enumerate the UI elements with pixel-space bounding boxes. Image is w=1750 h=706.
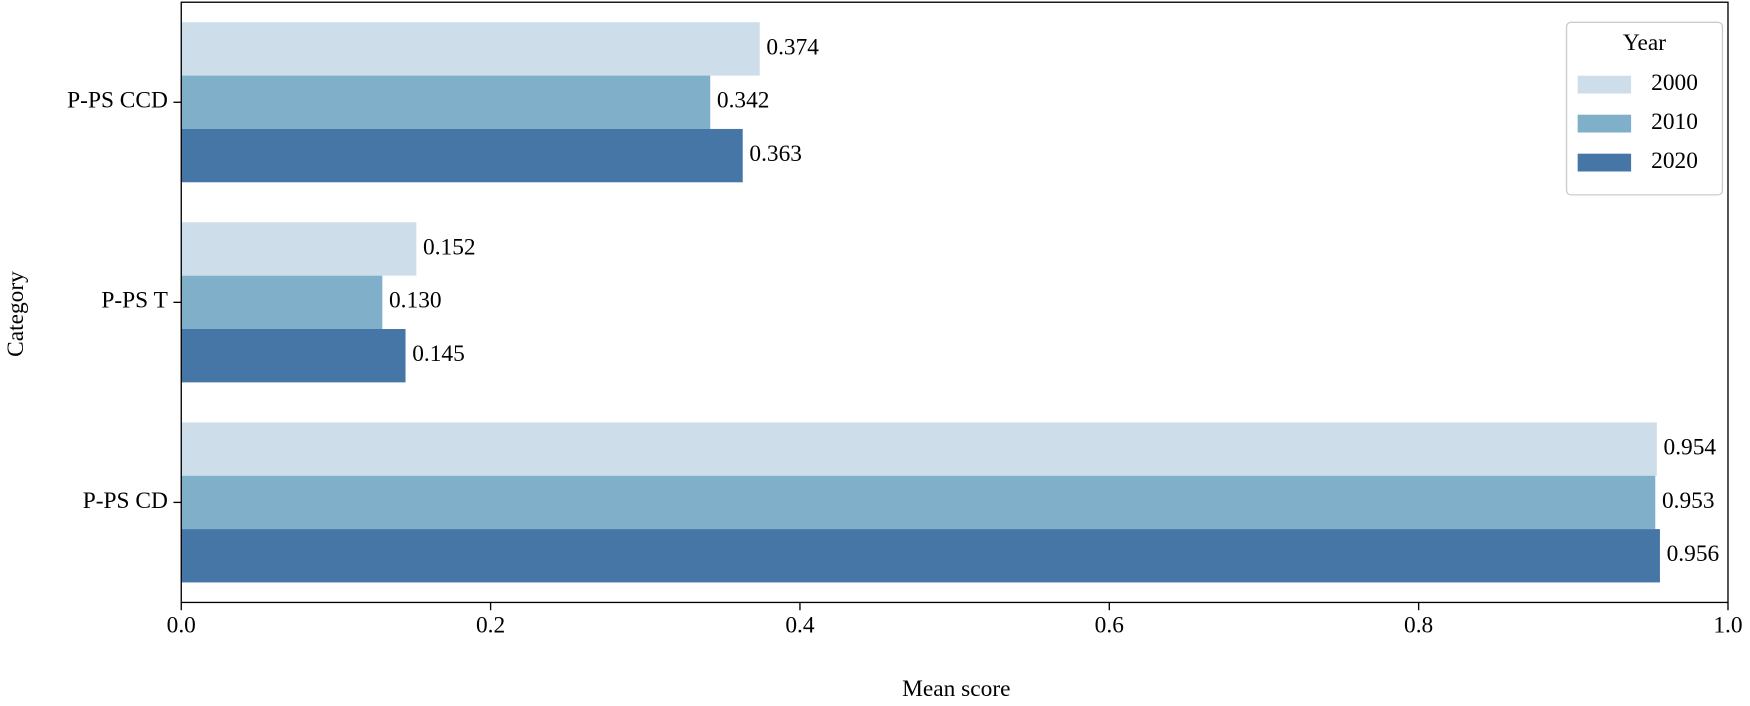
x-tick-label: 0.8 [1404, 612, 1433, 638]
y-tick-label: P-PS CD [83, 488, 168, 514]
x-tick-label: 0.4 [785, 612, 815, 638]
x-axis-label: Mean score [902, 676, 1010, 702]
legend-label: 2000 [1651, 70, 1698, 96]
value-label: 0.342 [717, 88, 770, 114]
plot-frame [180, 1, 1729, 604]
legend-swatch [1577, 153, 1632, 172]
legend-label: 2010 [1651, 109, 1698, 135]
bar [181, 422, 1657, 476]
value-label: 0.953 [1662, 488, 1715, 514]
bar [181, 75, 711, 129]
y-tick-label: P-PS CCD [67, 88, 168, 114]
bar [181, 275, 383, 330]
legend-swatch [1577, 114, 1632, 133]
bar [181, 529, 1660, 583]
legend-title: Year [1623, 30, 1666, 56]
legend-label: 2020 [1651, 148, 1698, 174]
bar [181, 128, 743, 183]
bar [181, 222, 417, 276]
legend-box [1565, 21, 1724, 196]
value-label: 0.363 [749, 141, 802, 167]
bar [181, 329, 406, 383]
x-tick-label: 0.6 [1095, 612, 1124, 638]
value-label: 0.954 [1664, 434, 1717, 460]
value-label: 0.145 [412, 341, 465, 367]
bar [181, 475, 1656, 530]
legend-swatch [1577, 75, 1632, 94]
value-label: 0.130 [389, 288, 442, 314]
x-tick-label: 1.0 [1713, 612, 1742, 638]
y-tick-label: P-PS T [101, 288, 167, 314]
bar [181, 22, 760, 76]
value-label: 0.956 [1667, 541, 1720, 567]
x-tick-label: 0.0 [167, 612, 196, 638]
y-axis-label: Category [3, 271, 29, 357]
x-tick-label: 0.2 [476, 612, 505, 638]
value-label: 0.152 [423, 234, 476, 260]
value-label: 0.374 [766, 34, 819, 60]
